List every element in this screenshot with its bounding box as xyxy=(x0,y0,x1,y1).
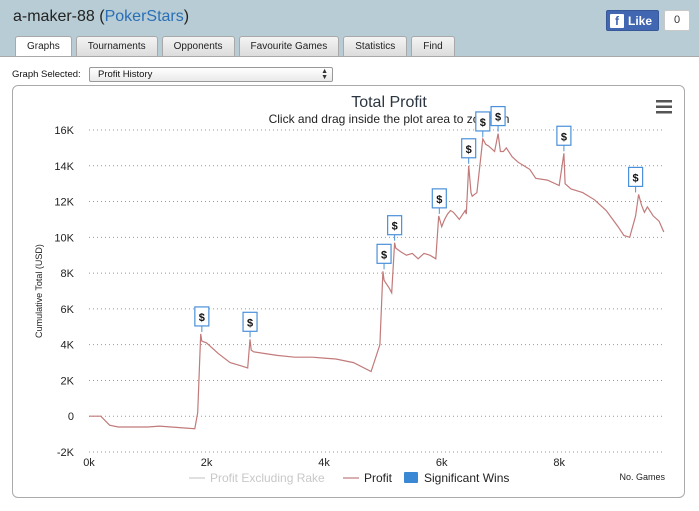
flag-box xyxy=(556,125,572,146)
tab-bar: Graphs Tournaments Opponents Favourite G… xyxy=(15,36,455,56)
flag-box xyxy=(490,105,506,127)
flag-box xyxy=(194,306,210,327)
profit-chart[interactable]: Total Profit Click and drag inside the p… xyxy=(13,86,684,497)
flag-box xyxy=(431,188,447,209)
x-tick-label: 4k xyxy=(318,457,330,469)
x-tick-label: 0k xyxy=(83,457,95,469)
hamburger-menu-icon[interactable] xyxy=(653,98,675,118)
flag-box xyxy=(461,138,477,159)
like-count: 0 xyxy=(664,10,691,31)
significant-win-flag[interactable]: $ xyxy=(376,243,392,270)
x-tick-label: 2k xyxy=(201,457,213,469)
flag-box xyxy=(475,111,491,132)
significant-win-flag[interactable]: $ xyxy=(431,188,447,214)
significant-win-flag[interactable]: $ xyxy=(556,125,572,152)
significant-win-flag[interactable]: $ xyxy=(628,166,644,193)
site-name-link[interactable]: PokerStars xyxy=(104,8,184,25)
chart-title: Total Profit xyxy=(351,94,427,111)
flag-label: $ xyxy=(633,172,639,184)
tab-tournaments[interactable]: Tournaments xyxy=(75,36,158,56)
flag-box xyxy=(242,311,258,332)
significant-win-flag[interactable]: $ xyxy=(461,138,477,164)
tab-graphs[interactable]: Graphs xyxy=(15,36,72,56)
graph-select-dropdown[interactable]: Profit History ▲ ▼ xyxy=(89,67,333,82)
x-axis-label: No. Games xyxy=(619,472,665,482)
y-axis-label: Cumulative Total (USD) xyxy=(34,244,44,338)
graph-select-value: Profit History xyxy=(98,69,153,80)
flag-label: $ xyxy=(495,112,501,124)
flag-box xyxy=(387,215,403,236)
flag-label: $ xyxy=(466,144,472,156)
y-tick-label: 0 xyxy=(68,411,74,423)
y-tick-label: -2K xyxy=(57,447,75,459)
flag-label: $ xyxy=(199,312,205,324)
profile-title: a-maker-88 (PokerStars) xyxy=(13,8,190,25)
flag-label: $ xyxy=(381,249,387,261)
y-tick-label: 4K xyxy=(61,340,75,352)
significant-win-flag[interactable]: $ xyxy=(242,311,258,338)
facebook-like-button[interactable]: f Like xyxy=(606,10,660,31)
significant-win-flag[interactable]: $ xyxy=(194,306,210,332)
y-axis-ticks: -2K 0 2K 4K 6K 8K 10K 12K 14K 16K xyxy=(54,125,74,459)
chart-subtitle: Click and drag inside the plot area to z… xyxy=(269,112,510,126)
chart-container[interactable]: Total Profit Click and drag inside the p… xyxy=(12,85,685,498)
select-arrows-icon: ▲ ▼ xyxy=(321,68,328,81)
graph-select-label: Graph Selected: xyxy=(12,69,81,80)
significant-win-flag[interactable]: $ xyxy=(387,215,403,241)
tab-opponents[interactable]: Opponents xyxy=(161,36,235,56)
y-tick-label: 16K xyxy=(54,125,74,137)
x-axis-ticks: 0k 2k 4k 6k 8k xyxy=(83,457,565,469)
flag-box xyxy=(376,243,392,264)
significant-wins-flags: $ $ $ $ $ $ $ $ $ $ xyxy=(194,105,644,338)
legend-profit: Profit xyxy=(364,471,393,485)
chart-legend: Profit Excluding Rake Profit Significant W… xyxy=(189,471,509,485)
y-tick-label: 12K xyxy=(54,197,74,209)
legend-swatch-significant-wins xyxy=(404,472,418,483)
gridlines xyxy=(89,129,665,453)
tab-find[interactable]: Find xyxy=(411,36,455,56)
tab-statistics[interactable]: Statistics xyxy=(343,36,408,56)
y-tick-label: 14K xyxy=(54,161,74,173)
flag-label: $ xyxy=(392,221,398,233)
y-tick-label: 10K xyxy=(54,232,74,244)
legend-significant-wins: Significant Wins xyxy=(424,471,509,485)
profit-series xyxy=(89,133,665,430)
y-tick-label: 8K xyxy=(61,268,75,280)
flag-label: $ xyxy=(480,117,486,129)
tab-favourite-games[interactable]: Favourite Games xyxy=(238,36,340,56)
flag-label: $ xyxy=(247,317,253,329)
facebook-icon: f xyxy=(610,13,624,28)
x-tick-label: 6k xyxy=(436,457,448,469)
x-tick-label: 8k xyxy=(553,457,565,469)
flag-box xyxy=(628,166,644,188)
significant-win-flag[interactable]: $ xyxy=(490,105,506,132)
y-tick-label: 6K xyxy=(61,304,75,316)
profit-line xyxy=(89,133,665,430)
significant-win-flag[interactable]: $ xyxy=(475,111,491,137)
facebook-like-widget: f Like 0 xyxy=(606,10,691,31)
like-label: Like xyxy=(628,13,653,28)
flag-label: $ xyxy=(561,131,567,143)
player-name: a-maker-88 xyxy=(13,8,95,25)
legend-profit-excluding-rake: Profit Excluding Rake xyxy=(210,471,325,485)
y-tick-label: 2K xyxy=(61,375,75,387)
flag-label: $ xyxy=(436,194,442,206)
